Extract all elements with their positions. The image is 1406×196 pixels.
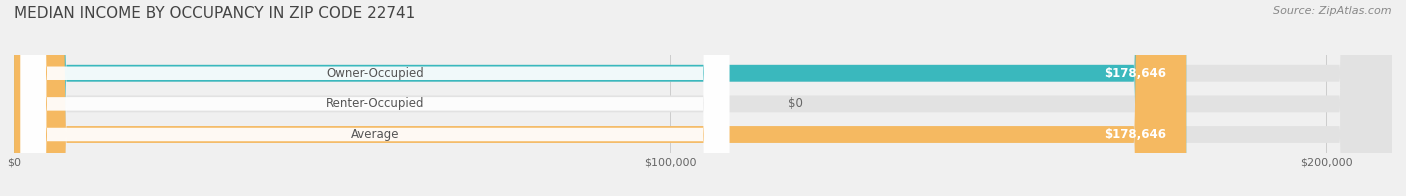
FancyBboxPatch shape bbox=[14, 0, 1392, 196]
Text: $0: $0 bbox=[789, 97, 803, 110]
FancyBboxPatch shape bbox=[21, 0, 730, 196]
FancyBboxPatch shape bbox=[14, 0, 1187, 196]
FancyBboxPatch shape bbox=[14, 0, 1392, 196]
Text: Source: ZipAtlas.com: Source: ZipAtlas.com bbox=[1274, 6, 1392, 16]
Text: $178,646: $178,646 bbox=[1105, 67, 1167, 80]
FancyBboxPatch shape bbox=[21, 0, 730, 196]
Text: Owner-Occupied: Owner-Occupied bbox=[326, 67, 423, 80]
Text: MEDIAN INCOME BY OCCUPANCY IN ZIP CODE 22741: MEDIAN INCOME BY OCCUPANCY IN ZIP CODE 2… bbox=[14, 6, 415, 21]
FancyBboxPatch shape bbox=[14, 0, 1187, 196]
Text: $178,646: $178,646 bbox=[1105, 128, 1167, 141]
Text: Average: Average bbox=[350, 128, 399, 141]
Text: Renter-Occupied: Renter-Occupied bbox=[326, 97, 425, 110]
FancyBboxPatch shape bbox=[14, 0, 1392, 196]
FancyBboxPatch shape bbox=[21, 0, 730, 196]
